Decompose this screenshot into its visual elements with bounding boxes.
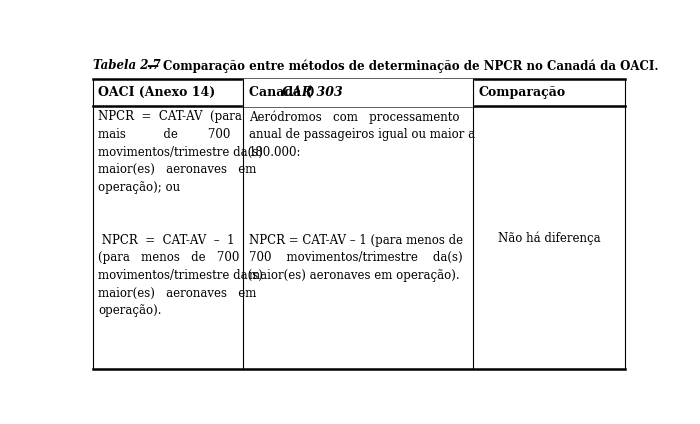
Text: mais          de        700: mais de 700 xyxy=(98,128,231,141)
Text: Canadá (​: Canadá (​ xyxy=(248,86,312,99)
Text: movimentos/trimestre da(s): movimentos/trimestre da(s) xyxy=(98,269,263,282)
Text: 700    movimentos/trimestre    da(s): 700 movimentos/trimestre da(s) xyxy=(248,251,463,264)
Text: Não há diferença: Não há diferença xyxy=(498,231,600,245)
Text: operação).: operação). xyxy=(98,304,162,317)
Text: (para   menos   de   700: (para menos de 700 xyxy=(98,251,239,264)
Text: OACI (Anexo 14): OACI (Anexo 14) xyxy=(98,86,216,99)
Text: NPCR = CAT-AV – 1 (para menos de: NPCR = CAT-AV – 1 (para menos de xyxy=(248,234,463,247)
Text: maior(es) aeronaves em operação).: maior(es) aeronaves em operação). xyxy=(248,269,459,282)
Text: ): ) xyxy=(309,86,314,99)
Text: maior(es)   aeronaves   em: maior(es) aeronaves em xyxy=(98,287,257,300)
Text: movimentos/trimestre da(s): movimentos/trimestre da(s) xyxy=(98,145,263,159)
Text: Canadá (: Canadá ( xyxy=(248,86,312,99)
Text: NPCR  =  CAT-AV  (para: NPCR = CAT-AV (para xyxy=(98,110,242,123)
Text: operação); ou: operação); ou xyxy=(98,181,181,194)
Text: maior(es)   aeronaves   em: maior(es) aeronaves em xyxy=(98,163,257,176)
Text: anual de passageiros igual ou maior a: anual de passageiros igual ou maior a xyxy=(248,128,475,141)
Bar xyxy=(244,78,473,106)
Text: CAR 303: CAR 303 xyxy=(282,86,343,99)
Text: Aeródromos   com   processamento: Aeródromos com processamento xyxy=(248,110,459,124)
Text: NPCR  =  CAT-AV  –  1: NPCR = CAT-AV – 1 xyxy=(98,234,234,247)
Text: — Comparação entre métodos de determinação de NPCR no Canadá da OACI.: — Comparação entre métodos de determinaç… xyxy=(143,59,658,73)
Text: Tabela 2.7: Tabela 2.7 xyxy=(93,59,160,72)
Text: 180.000:: 180.000: xyxy=(248,145,301,159)
Text: Comparação: Comparação xyxy=(479,86,566,99)
